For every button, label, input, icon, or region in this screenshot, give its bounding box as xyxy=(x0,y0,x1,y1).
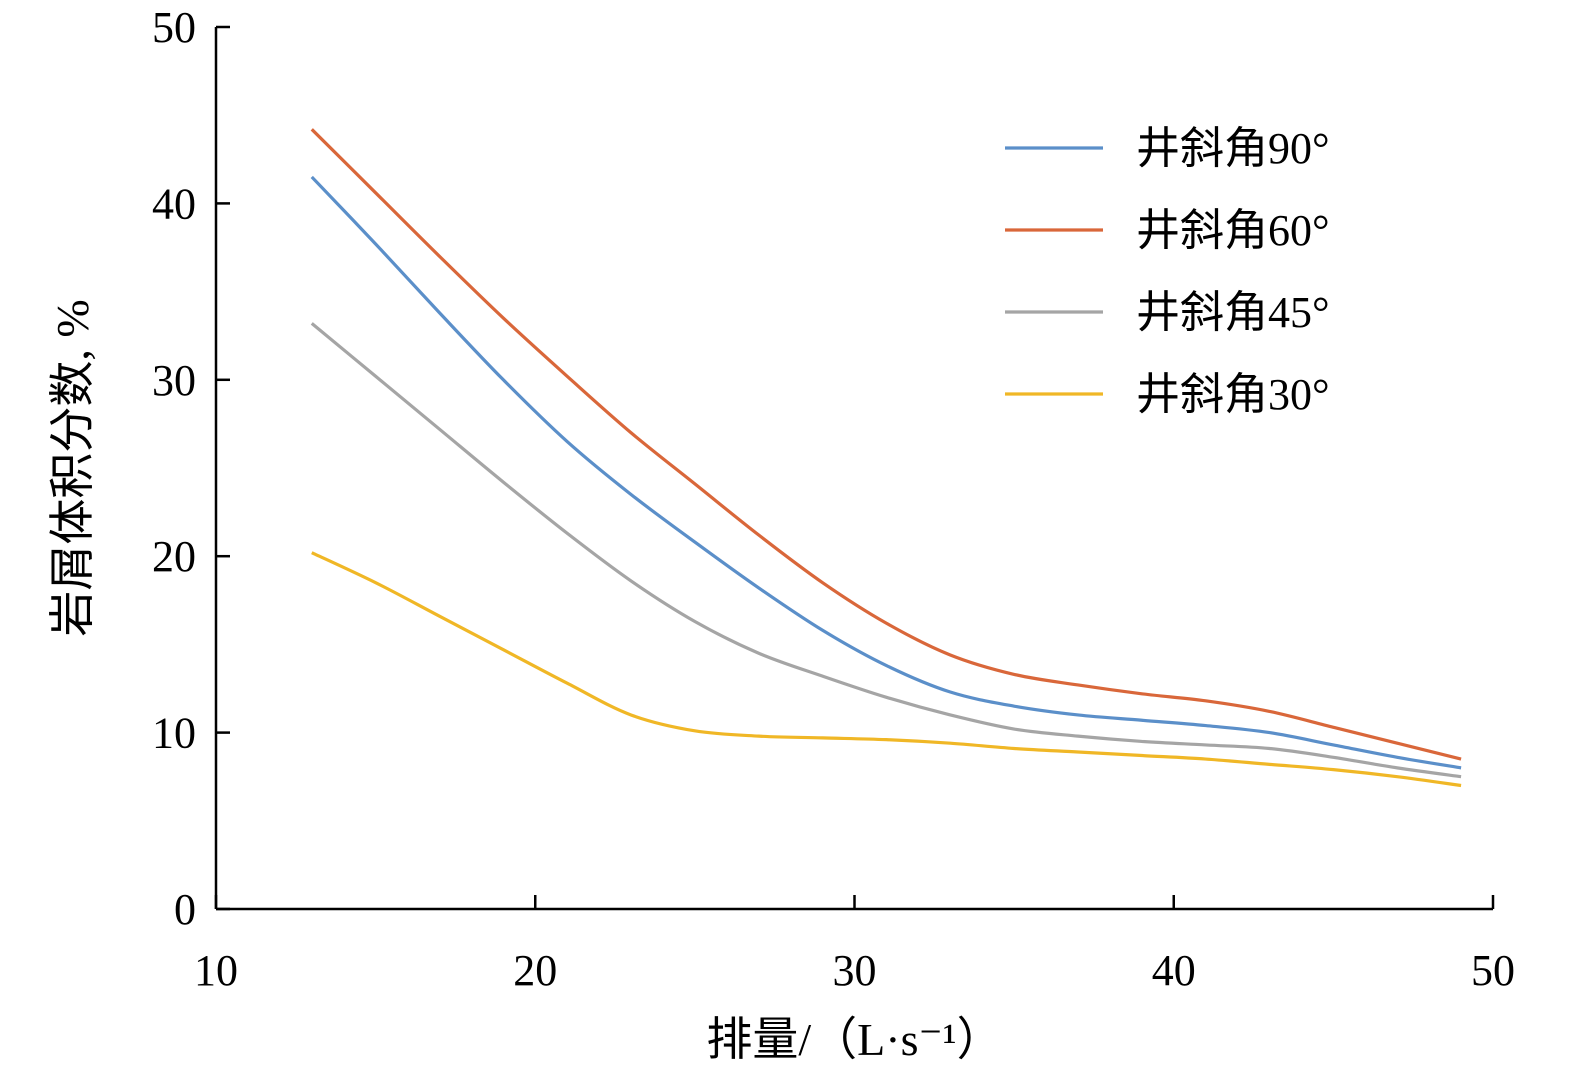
x-tick-label: 30 xyxy=(833,946,877,995)
legend: 井斜角90° 井斜角60° 井斜角45° 井斜角30° xyxy=(1005,124,1330,419)
x-axis-title: 排量/（L·s⁻¹） xyxy=(706,1014,1002,1065)
legend-label: 井斜角30° xyxy=(1136,370,1330,419)
y-axis-title: 岩屑体积分数, % xyxy=(47,299,98,636)
x-tick-label: 10 xyxy=(194,946,238,995)
y-tick-label: 40 xyxy=(152,179,196,228)
y-axis-ticks: 0 10 20 30 40 50 xyxy=(152,3,230,934)
x-axis-ticks: 10 20 30 40 50 xyxy=(194,895,1515,995)
series-line-0 xyxy=(310,175,1462,770)
legend-label: 井斜角60° xyxy=(1136,206,1330,255)
y-tick-label: 30 xyxy=(152,356,196,405)
series-line-3 xyxy=(311,551,1462,788)
legend-label: 井斜角45° xyxy=(1136,288,1330,337)
y-tick-label: 20 xyxy=(152,532,196,581)
x-tick-label: 50 xyxy=(1471,946,1515,995)
y-tick-label: 50 xyxy=(152,3,196,52)
y-tick-label: 0 xyxy=(174,885,196,934)
series-line-2 xyxy=(310,322,1462,779)
y-tick-label: 10 xyxy=(152,709,196,758)
series-line-1 xyxy=(310,128,1462,761)
series-lines xyxy=(310,128,1462,788)
x-tick-label: 20 xyxy=(513,946,557,995)
x-tick-label: 40 xyxy=(1152,946,1196,995)
legend-label: 井斜角90° xyxy=(1136,124,1330,173)
